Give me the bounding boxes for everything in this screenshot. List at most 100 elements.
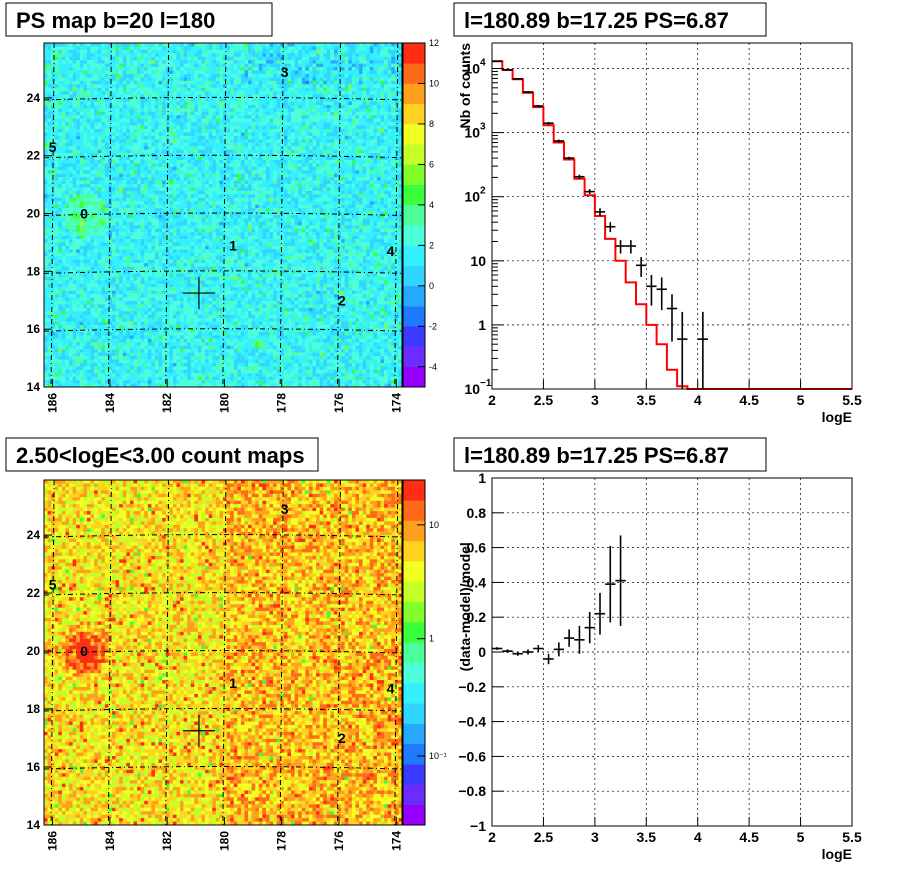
map-cell [90, 166, 95, 171]
map-cell [162, 111, 166, 116]
map-cell [54, 249, 59, 254]
map-cell [83, 215, 88, 219]
map-cell [126, 125, 131, 130]
map-cell [187, 115, 191, 119]
map-cell [144, 245, 149, 250]
map-cell [154, 98, 159, 102]
map-cell [72, 218, 77, 223]
map-cell [165, 373, 170, 377]
map-cell [165, 208, 170, 212]
map-cell [187, 252, 191, 257]
map-cell [187, 139, 191, 143]
map-cell [108, 80, 113, 85]
map-cell [137, 194, 141, 198]
map-cell [180, 314, 184, 319]
map-cell [144, 276, 149, 281]
map-cell [169, 290, 174, 295]
map-cell [61, 345, 66, 350]
map-cell [104, 304, 109, 309]
map-cell [79, 335, 84, 340]
map-cell [44, 290, 48, 295]
map-cell [219, 359, 224, 364]
map-cell [69, 153, 73, 157]
map-cell [183, 163, 188, 168]
map-cell [190, 201, 195, 205]
map-cell [79, 187, 84, 192]
map-cell [194, 256, 199, 260]
map-cell [180, 63, 184, 68]
map-cell [176, 122, 181, 126]
map-cell [197, 56, 202, 61]
map-cell [133, 115, 138, 119]
map-cell [115, 307, 120, 312]
map-cell [190, 173, 195, 178]
map-cell [208, 225, 213, 229]
map-cell [79, 352, 84, 357]
map-cell [180, 170, 184, 174]
map-cell [51, 170, 55, 174]
map-cell [119, 314, 123, 319]
map-cell [54, 73, 59, 78]
map-cell [61, 287, 66, 291]
map-cell [172, 159, 177, 164]
map-cell [147, 201, 152, 205]
map-cell [97, 70, 102, 75]
map-cell [176, 132, 181, 137]
map-cell [140, 259, 145, 264]
map-cell [115, 173, 120, 178]
map-cell [158, 273, 163, 278]
map-cell [208, 77, 213, 82]
map-cell [219, 91, 224, 95]
map-cell [194, 180, 199, 185]
map-cell [201, 163, 206, 168]
map-cell [86, 129, 91, 133]
map-cell [97, 235, 102, 240]
map-cell [72, 142, 77, 147]
map-cell [154, 228, 159, 233]
map-cell [115, 184, 120, 188]
map-cell [112, 228, 116, 233]
map-cell [129, 184, 134, 188]
map-cell [197, 373, 202, 377]
map-cell [86, 249, 91, 254]
map-cell [65, 49, 70, 54]
map-cell [129, 359, 134, 364]
map-cell [208, 46, 213, 51]
map-cell [162, 321, 166, 326]
map-cell [194, 249, 199, 254]
map-cell [215, 232, 220, 236]
map-cell [183, 369, 188, 374]
map-cell [108, 297, 113, 302]
map-cell [197, 242, 202, 247]
map-cell [90, 43, 95, 47]
map-cell [162, 77, 166, 82]
map-cell [115, 325, 120, 329]
map-cell [133, 328, 138, 333]
map-cell [190, 366, 195, 370]
map-cell [104, 225, 109, 229]
map-cell [183, 146, 188, 150]
map-cell [154, 73, 159, 78]
map-cell [108, 118, 113, 123]
map-cell [61, 91, 66, 95]
map-cell [183, 166, 188, 171]
map-cell [144, 287, 149, 291]
map-cell [183, 43, 188, 47]
map-cell [197, 129, 202, 133]
map-cell [44, 235, 48, 240]
map-cell [61, 80, 66, 85]
map-cell [101, 373, 106, 377]
map-cell [90, 173, 95, 178]
map-cell [162, 159, 166, 164]
map-cell [212, 46, 217, 51]
map-cell [212, 266, 217, 271]
map-cell [97, 104, 102, 109]
map-cell [219, 273, 224, 278]
map-cell [208, 342, 213, 346]
map-cell [154, 87, 159, 92]
map-cell [187, 328, 191, 333]
map-cell [151, 149, 156, 154]
map-cell [126, 187, 131, 192]
map-cell [205, 331, 209, 336]
map-cell [97, 125, 102, 130]
